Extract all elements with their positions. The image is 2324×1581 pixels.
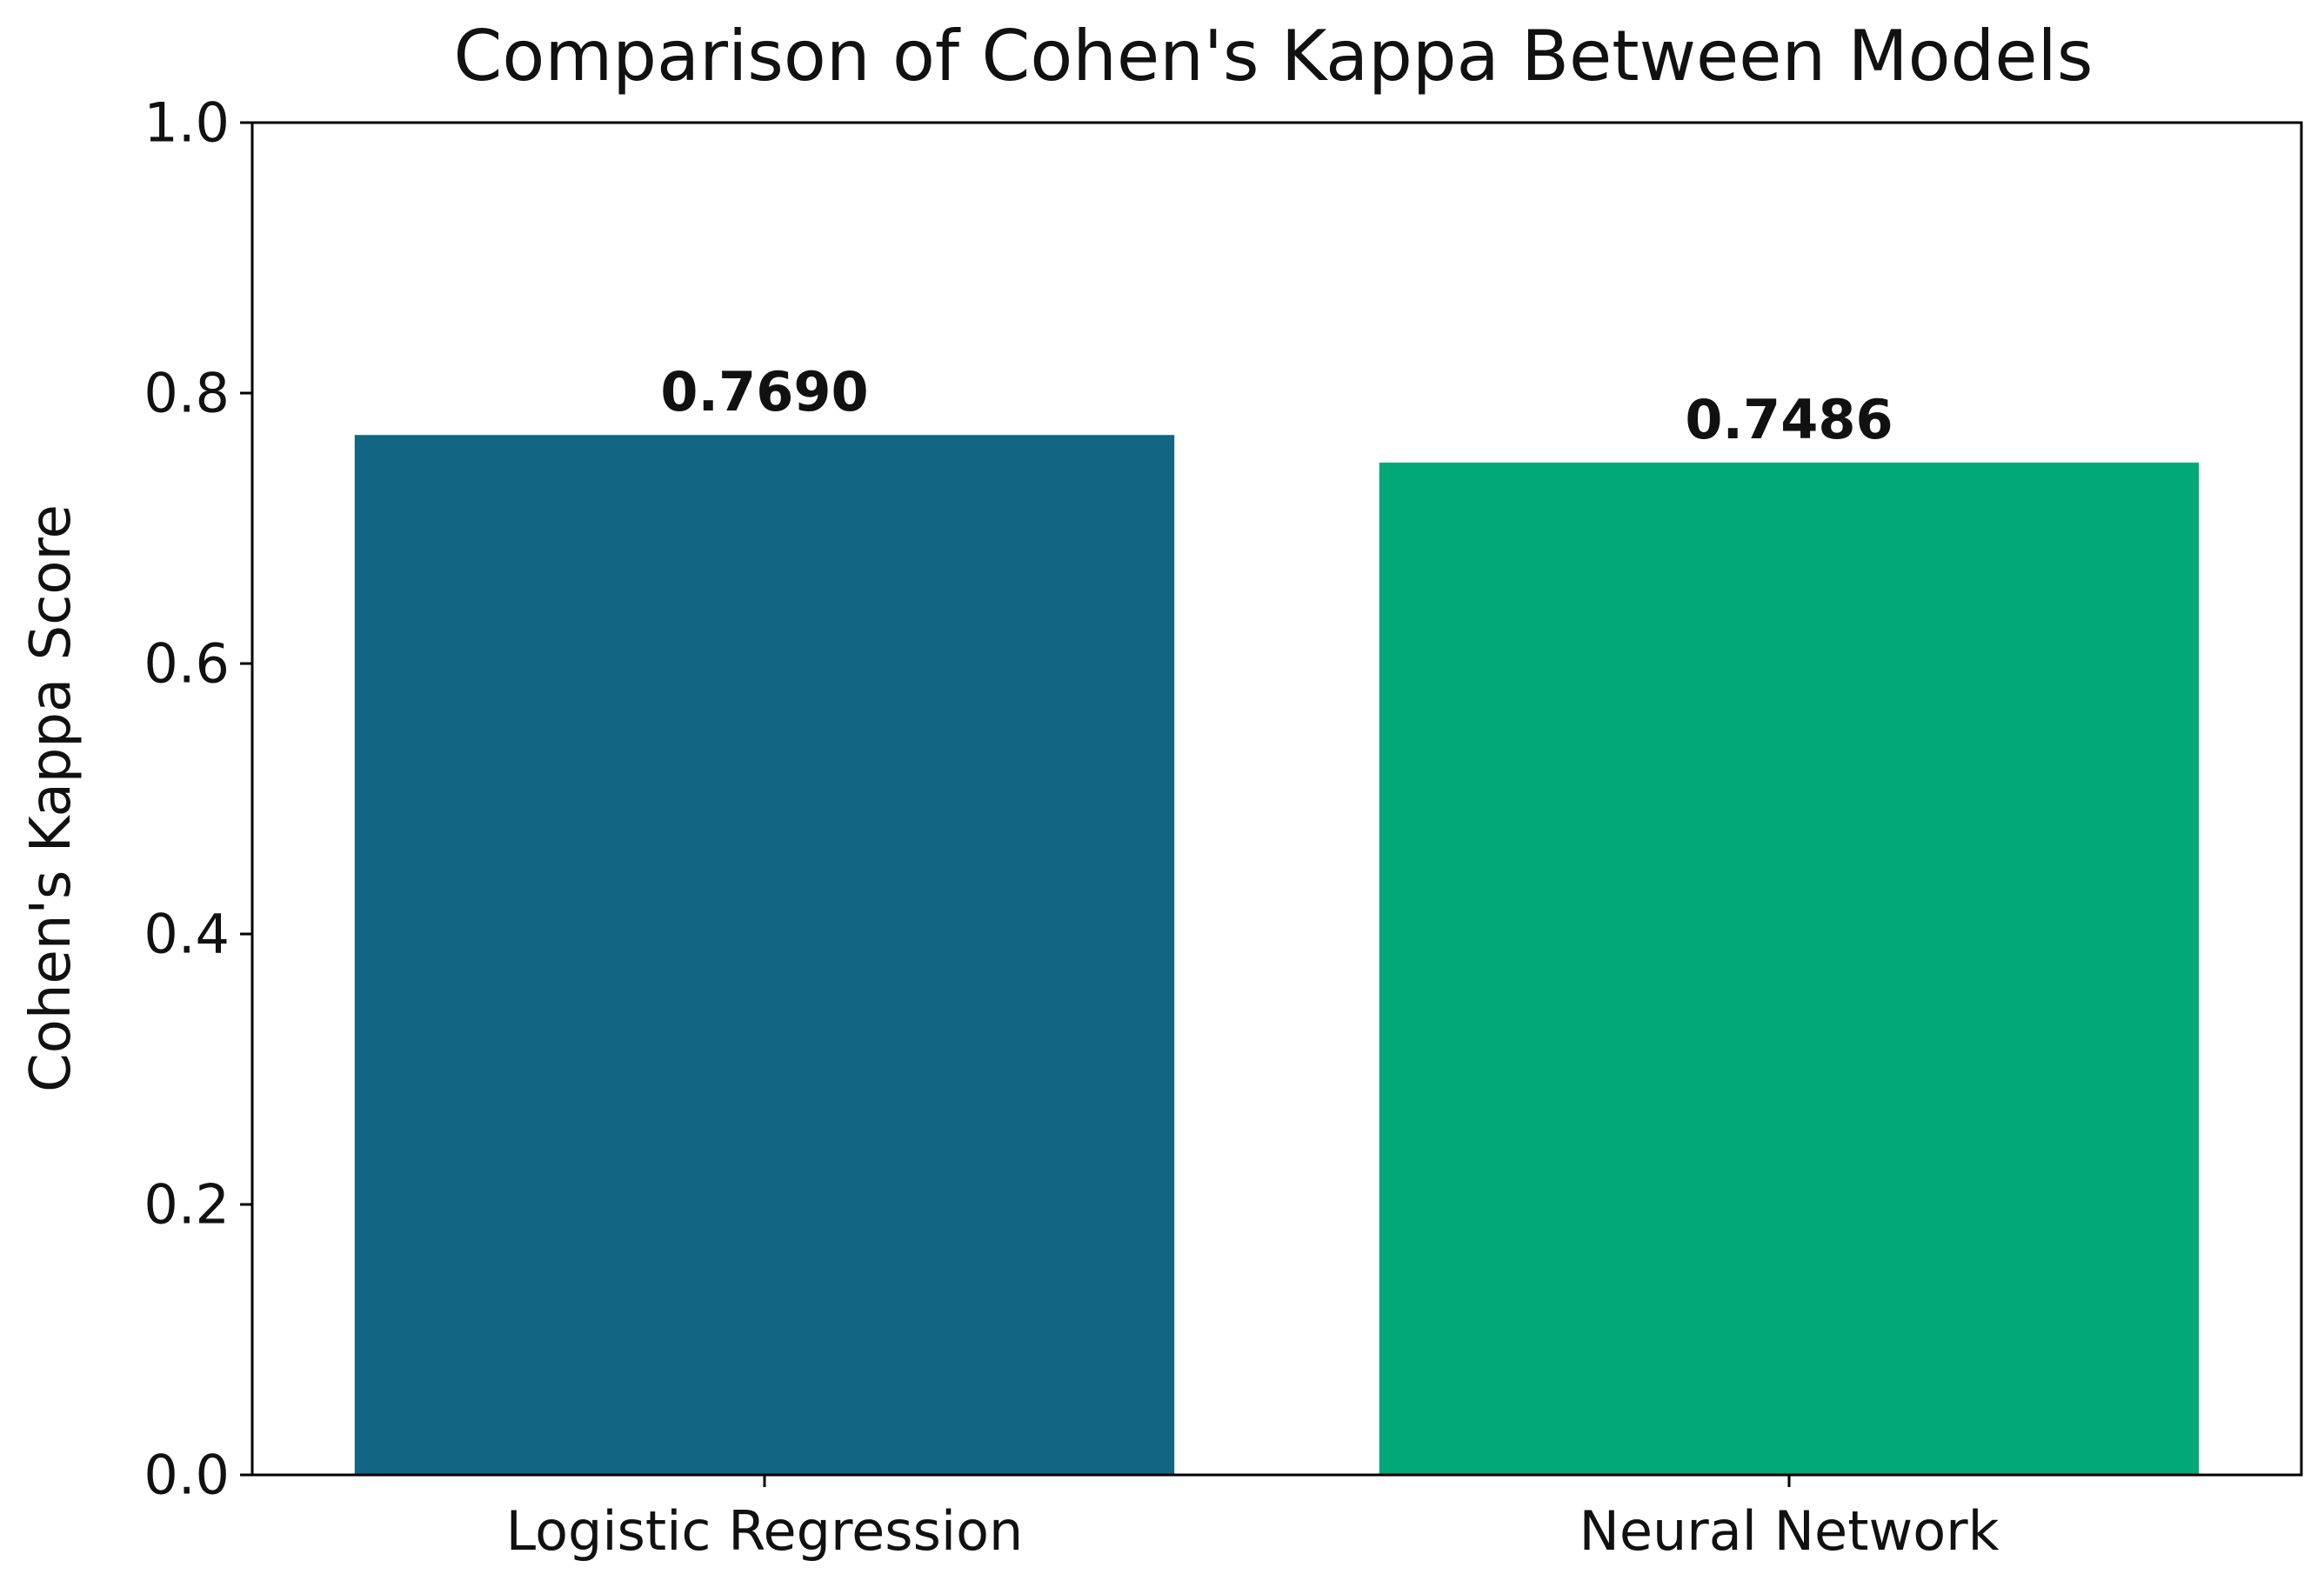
y-tick-label-2: 0.4	[144, 903, 230, 966]
bar-value-label-1: 0.7486	[1685, 388, 1893, 451]
bar-0	[354, 435, 1175, 1476]
bars-group	[354, 435, 2200, 1476]
plot-area-frame	[250, 121, 2303, 1477]
x-tick-label-0: Logistic Regression	[506, 1499, 1024, 1563]
y-tick-label-4: 0.8	[144, 362, 230, 425]
bar-1	[1379, 462, 2200, 1475]
chart-title: Comparison of Cohen's Kappa Between Mode…	[454, 16, 2094, 97]
y-tick-label-5: 1.0	[144, 91, 230, 155]
y-tick-label-1: 0.2	[144, 1173, 230, 1237]
y-axis-ticks: 0.0 0.2 0.4 0.6 0.8 1.0	[144, 91, 252, 1507]
y-tick-label-0: 0.0	[144, 1444, 230, 1507]
y-axis-label: Cohen's Kappa Score	[19, 504, 83, 1092]
x-tick-label-1: Neural Network	[1579, 1499, 1999, 1563]
bar-value-label-0: 0.7690	[660, 360, 868, 424]
y-tick-label-3: 0.6	[144, 632, 230, 696]
x-axis-ticks: Logistic Regression Neural Network	[506, 1475, 2000, 1563]
data-labels-group: 0.7690 0.7486	[660, 360, 1893, 451]
